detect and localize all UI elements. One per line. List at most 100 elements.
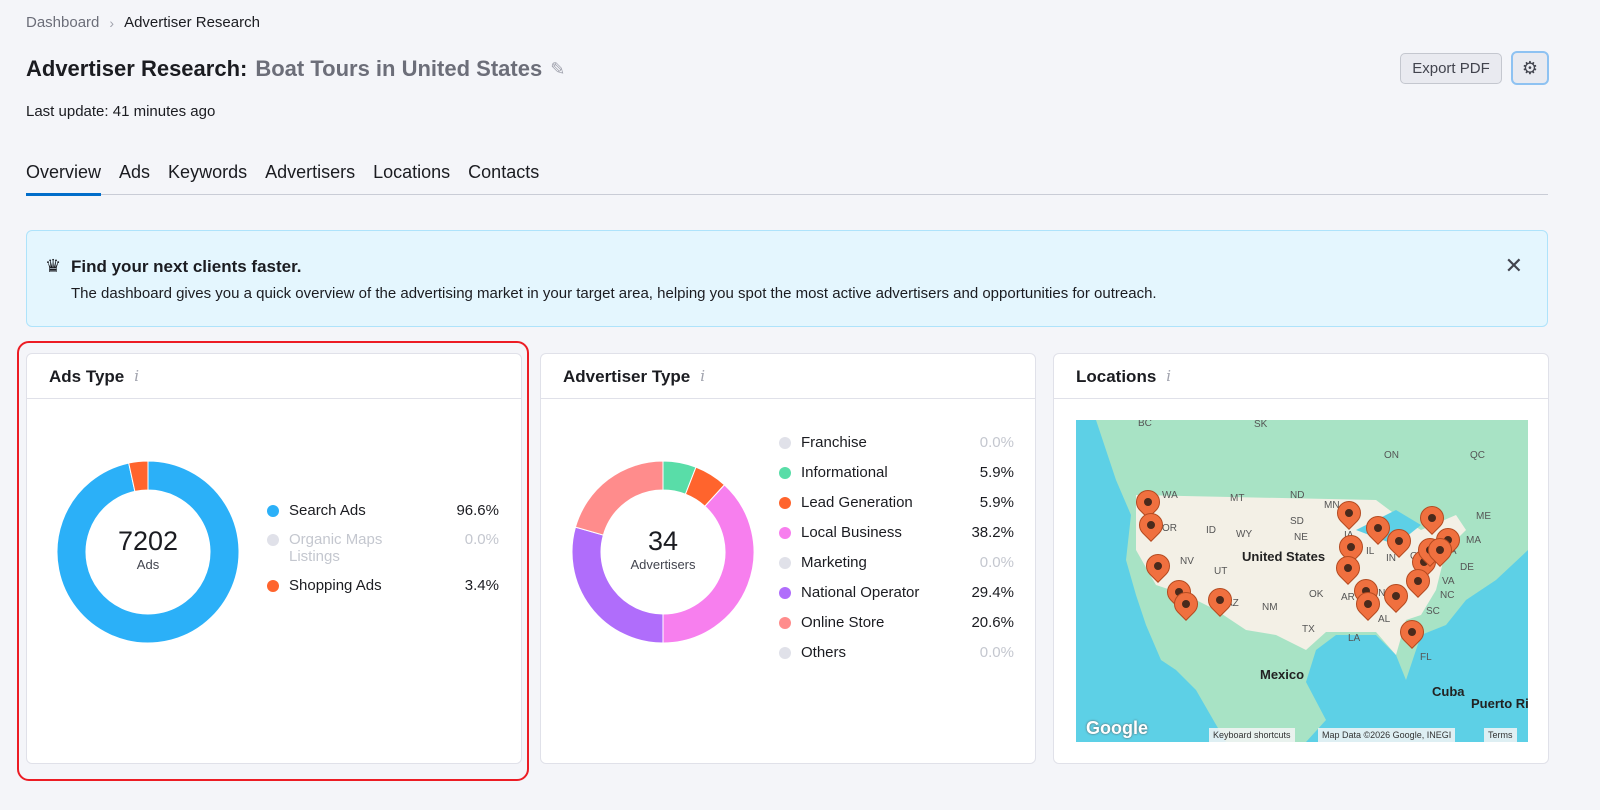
legend-label: Franchise xyxy=(801,434,867,451)
map-label: IL xyxy=(1366,546,1375,557)
close-icon[interactable]: ✕ xyxy=(1504,253,1523,278)
legend-item[interactable]: Shopping Ads 3.4% xyxy=(267,577,499,594)
legend-dot xyxy=(267,505,279,517)
breadcrumb: Dashboard › Advertiser Research xyxy=(26,14,260,31)
legend-item[interactable]: Marketing 0.0% xyxy=(779,554,1014,571)
legend-item[interactable]: Organic Maps Listings 0.0% xyxy=(267,531,499,565)
legend-value: 0.0% xyxy=(464,531,499,548)
page-title: Advertiser Research: Boat Tours in Unite… xyxy=(26,56,565,82)
map-terms-link[interactable]: Terms xyxy=(1484,728,1517,742)
info-icon[interactable]: i xyxy=(134,367,140,385)
map-label: NM xyxy=(1262,602,1278,613)
legend-item[interactable]: Lead Generation 5.9% xyxy=(779,494,1014,511)
map-label: OR xyxy=(1162,523,1177,534)
legend-value: 0.0% xyxy=(979,644,1014,661)
legend-item[interactable]: Franchise 0.0% xyxy=(779,434,1014,451)
total-unit: Advertisers xyxy=(630,557,696,572)
map-keyboard-shortcuts[interactable]: Keyboard shortcuts xyxy=(1209,728,1295,742)
legend-dot xyxy=(779,497,791,509)
legend-item[interactable]: Online Store 20.6% xyxy=(779,614,1014,631)
map-label: NC xyxy=(1440,590,1455,601)
map-label: SC xyxy=(1426,606,1440,617)
tab-advertisers[interactable]: Advertisers xyxy=(265,162,356,182)
tab-locations[interactable]: Locations xyxy=(373,162,451,182)
info-icon[interactable]: i xyxy=(1166,367,1172,385)
tab-keywords[interactable]: Keywords xyxy=(168,162,248,182)
breadcrumb-current: Advertiser Research xyxy=(124,14,260,31)
legend-value: 0.0% xyxy=(979,554,1014,571)
gear-icon: ⚙ xyxy=(1521,57,1539,78)
legend-label: Others xyxy=(801,644,847,661)
map-label: MA xyxy=(1466,535,1481,546)
donut-slice-local-business[interactable] xyxy=(662,484,754,643)
legend-dot xyxy=(779,437,791,449)
tab-contacts[interactable]: Contacts xyxy=(468,162,540,182)
settings-button[interactable]: ⚙ xyxy=(1511,51,1549,85)
map-label: Cuba xyxy=(1432,684,1465,699)
map-label: AL xyxy=(1378,614,1391,625)
map-label: TN xyxy=(1372,588,1386,599)
google-logo: Google xyxy=(1086,718,1148,738)
legend-value: 29.4% xyxy=(971,584,1014,601)
legend-label: Local Business xyxy=(801,524,902,541)
map-label: ID xyxy=(1206,525,1216,536)
legend-label: Lead Generation xyxy=(801,494,913,511)
legend-dot xyxy=(779,557,791,569)
advertiser-type-card: Advertiser Type i 34 Advertisers Franchis… xyxy=(540,353,1036,764)
map-label: ON xyxy=(1384,450,1399,461)
advertiser-type-legend: Franchise 0.0% Informational 5.9% Lead Gener… xyxy=(779,434,1014,674)
ads-type-card: Ads Type i 7202 Ads Search Ads 96.6% Organi… xyxy=(26,353,522,764)
legend-dot xyxy=(267,534,279,546)
map-label: MN xyxy=(1324,500,1340,511)
legend-value: 20.6% xyxy=(971,614,1014,631)
map-label: DE xyxy=(1460,562,1474,573)
map-label: Mexico xyxy=(1260,667,1305,682)
crown-icon: ♛ xyxy=(45,256,62,276)
total-advertisers: 34 xyxy=(647,526,679,556)
legend-label: National Operator xyxy=(801,584,920,601)
map-label: WA xyxy=(1162,490,1178,501)
project-name: Boat Tours in United States xyxy=(255,56,543,81)
donut-slice-online-store[interactable] xyxy=(574,461,664,536)
legend-item[interactable]: Others 0.0% xyxy=(779,644,1014,661)
map-label: WY xyxy=(1236,529,1253,540)
legend-value: 5.9% xyxy=(979,494,1014,511)
legend-label: Online Store xyxy=(801,614,885,631)
legend-item[interactable]: National Operator 29.4% xyxy=(779,584,1014,601)
map-label: QC xyxy=(1470,450,1485,461)
ads-type-donut xyxy=(57,461,239,643)
donut-slice-shopping-ads[interactable] xyxy=(128,461,149,493)
legend-label: Informational xyxy=(801,464,888,481)
map-data-attribution[interactable]: Map Data ©2026 Google, INEGI xyxy=(1318,728,1456,742)
banner-text: The dashboard gives you a quick overview… xyxy=(71,285,1157,302)
map-label: ME xyxy=(1476,511,1491,522)
last-update: Last update: 41 minutes ago xyxy=(26,103,216,120)
map-label: AZ xyxy=(1226,598,1239,609)
edit-icon[interactable]: ✎ xyxy=(550,58,566,79)
map-label: OK xyxy=(1309,589,1324,600)
legend-dot xyxy=(779,587,791,599)
map-label: BC xyxy=(1138,420,1152,429)
legend-item[interactable]: Search Ads 96.6% xyxy=(267,502,499,519)
info-icon[interactable]: i xyxy=(700,367,706,385)
title-text: Advertiser Research: xyxy=(26,56,248,81)
map-label: NE xyxy=(1294,532,1308,543)
tab-overview[interactable]: Overview xyxy=(26,160,102,196)
selection-highlight xyxy=(17,341,529,781)
legend-dot xyxy=(779,527,791,539)
tab-ads[interactable]: Ads xyxy=(119,162,151,182)
map-label: UT xyxy=(1214,566,1228,577)
breadcrumb-dashboard[interactable]: Dashboard xyxy=(26,14,100,31)
map-label: ND xyxy=(1290,490,1305,501)
tabs: Overview Ads Keywords Advertisers Locati… xyxy=(26,160,1548,196)
donut-slice-search-ads[interactable] xyxy=(57,461,239,643)
locations-map[interactable]: BCSKONQCWAMTNDMNORIDSDWYNEIAILINOHPAMAME… xyxy=(1076,420,1528,742)
export-pdf-button[interactable]: Export PDF xyxy=(1400,53,1502,84)
legend-label: Shopping Ads xyxy=(289,577,382,594)
legend-item[interactable]: Informational 5.9% xyxy=(779,464,1014,481)
legend-item[interactable]: Local Business 38.2% xyxy=(779,524,1014,541)
banner-title: Find your next clients faster. xyxy=(71,257,302,276)
legend-value: 3.4% xyxy=(464,577,499,594)
card-title: Advertiser Type xyxy=(563,367,691,386)
ads-type-legend: Search Ads 96.6% Organic Maps Listings 0.0%… xyxy=(267,502,499,606)
